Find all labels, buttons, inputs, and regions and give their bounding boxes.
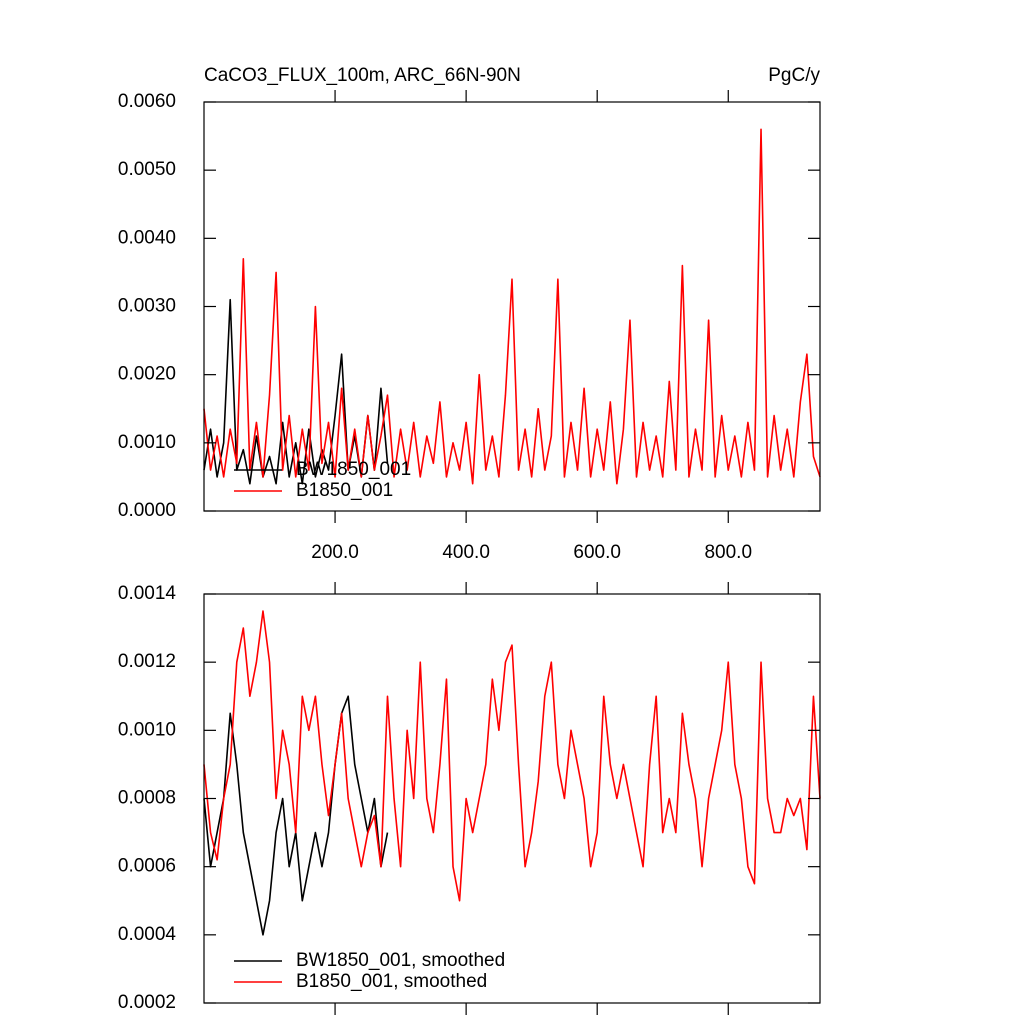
y-tick-label: 0.0012 [118, 651, 176, 672]
data-line [203, 298, 389, 485]
x-tick-label: 200.0 [311, 542, 359, 563]
y-tick-label: 0.0014 [118, 583, 177, 604]
y-tick-label: 0.0006 [118, 856, 176, 877]
x-tick-label: 800.0 [704, 542, 752, 563]
legend-label: BW1850_001 [296, 459, 411, 480]
legend-label: B1850_001, smoothed [296, 971, 487, 992]
y-tick-label: 0.0030 [118, 296, 176, 317]
y-tick-label: 0.0008 [118, 788, 176, 809]
data-line [203, 610, 821, 902]
x-tick-label: 400.0 [442, 542, 490, 563]
x-tick-label: 600.0 [573, 542, 621, 563]
legend-label: B1850_001 [296, 480, 393, 501]
y-tick-label: 0.0010 [118, 719, 176, 740]
y-tick-label: 0.0000 [118, 500, 176, 521]
y-tick-label: 0.0002 [118, 992, 176, 1013]
y-tick-label: 0.0010 [118, 432, 176, 453]
y-tick-label: 0.0004 [118, 924, 177, 945]
legend-label: BW1850_001, smoothed [296, 950, 505, 971]
y-tick-label: 0.0060 [118, 91, 176, 112]
y-tick-label: 0.0040 [118, 227, 176, 248]
y-tick-label: 0.0050 [118, 159, 176, 180]
data-line [203, 128, 821, 485]
units-label: PgC/y [768, 65, 820, 86]
y-tick-label: 0.0020 [118, 364, 176, 385]
chart-title: CaCO3_FLUX_100m, ARC_66N-90N [204, 65, 521, 86]
